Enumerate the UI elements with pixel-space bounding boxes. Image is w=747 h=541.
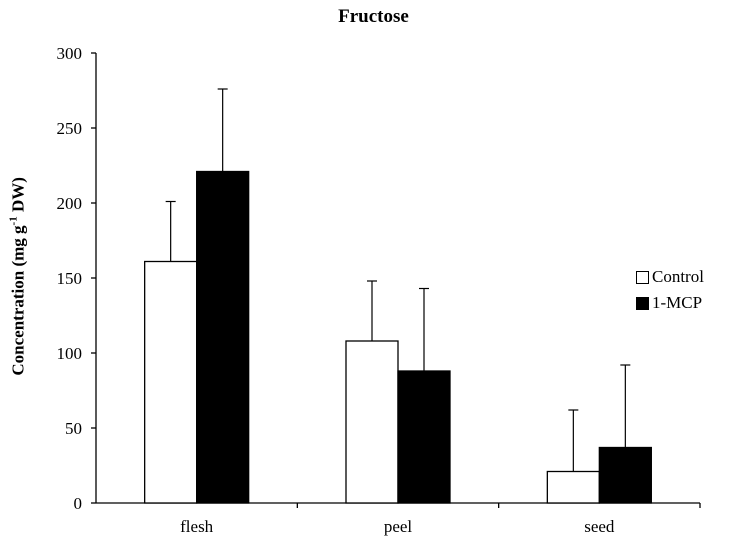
legend-swatch-1mcp [636,296,649,310]
bar-control-peel [345,340,399,504]
bar-1-mcp-seed [598,446,652,504]
y-tick-label: 300 [57,44,83,63]
legend-swatch-control [636,270,649,284]
x-tick-label: flesh [180,517,214,536]
x-tick-label: seed [584,517,615,536]
y-tick-label: 0 [74,494,83,513]
bar-1-mcp-peel [397,370,451,504]
chart-title: Fructose [338,6,409,27]
bar-1-mcp-flesh [196,170,250,504]
x-tick-label: peel [384,517,413,536]
bar-control-seed [546,470,600,504]
legend: Control 1-MCP [636,264,704,316]
y-tick-label: 150 [57,269,83,288]
legend-item-control: Control [636,264,704,290]
y-tick-label: 200 [57,194,83,213]
y-tick-label: 50 [65,419,82,438]
legend-item-1mcp: 1-MCP [636,290,704,316]
y-tick-label: 100 [57,344,83,363]
legend-label-1mcp: 1-MCP [652,293,703,312]
bar-control-flesh [144,260,198,504]
y-tick-label: 250 [57,119,83,138]
legend-label-control: Control [652,267,704,286]
